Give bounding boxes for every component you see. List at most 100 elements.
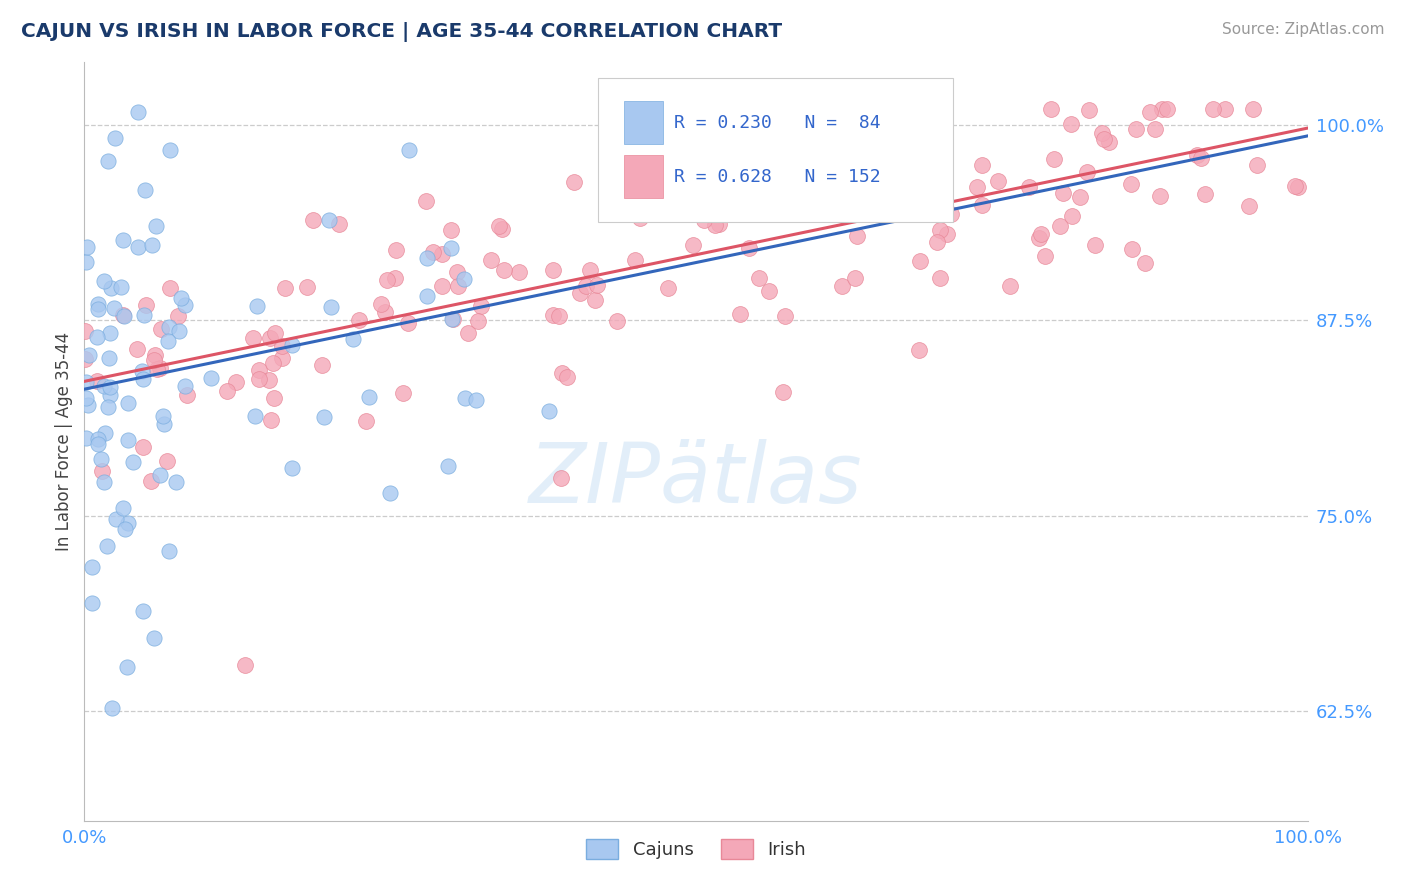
Text: R = 0.230   N =  84: R = 0.230 N = 84 bbox=[673, 114, 880, 132]
Point bbox=[143, 352, 166, 367]
Point bbox=[247, 372, 270, 386]
Point bbox=[1121, 243, 1143, 257]
Point bbox=[281, 460, 304, 475]
Point bbox=[1049, 219, 1071, 233]
Point bbox=[281, 338, 304, 352]
Point bbox=[173, 297, 195, 311]
Point bbox=[467, 314, 489, 328]
Point bbox=[863, 128, 886, 142]
Point bbox=[925, 185, 948, 199]
Point bbox=[657, 281, 679, 295]
Point bbox=[375, 273, 398, 287]
Point bbox=[1069, 190, 1091, 204]
Point bbox=[1156, 103, 1178, 117]
Point bbox=[844, 270, 866, 285]
Point bbox=[440, 223, 463, 237]
Point bbox=[804, 207, 827, 221]
Point bbox=[86, 375, 108, 389]
Point bbox=[93, 379, 115, 393]
Point bbox=[606, 313, 628, 327]
Point bbox=[1052, 186, 1074, 200]
Point bbox=[1092, 132, 1115, 146]
FancyBboxPatch shape bbox=[598, 78, 953, 221]
Point bbox=[176, 387, 198, 401]
Point bbox=[391, 386, 413, 401]
Point bbox=[143, 348, 166, 362]
Point bbox=[1284, 178, 1306, 193]
Point bbox=[1213, 103, 1236, 117]
Point bbox=[87, 437, 110, 451]
Point bbox=[98, 326, 121, 340]
Point bbox=[844, 191, 866, 205]
Point bbox=[636, 189, 658, 203]
Point bbox=[430, 247, 453, 261]
Point bbox=[174, 379, 197, 393]
FancyBboxPatch shape bbox=[624, 155, 664, 198]
Point bbox=[1237, 199, 1260, 213]
Point bbox=[76, 399, 98, 413]
Point bbox=[112, 233, 135, 247]
Point bbox=[447, 278, 470, 293]
Point bbox=[319, 300, 342, 314]
Point bbox=[142, 632, 165, 646]
Point bbox=[96, 539, 118, 553]
Point bbox=[86, 329, 108, 343]
Point bbox=[585, 277, 607, 292]
Point bbox=[132, 440, 155, 454]
Legend: Cajuns, Irish: Cajuns, Irish bbox=[578, 832, 814, 866]
Point bbox=[157, 544, 180, 558]
Point bbox=[271, 351, 294, 366]
Point bbox=[936, 227, 959, 242]
Text: ZIPätlas: ZIPätlas bbox=[529, 439, 863, 520]
Point bbox=[538, 403, 561, 417]
Point bbox=[271, 339, 294, 353]
Point bbox=[491, 221, 513, 235]
Point bbox=[562, 175, 585, 189]
Point bbox=[141, 238, 163, 252]
Point bbox=[1084, 238, 1107, 252]
Point bbox=[100, 281, 122, 295]
Point bbox=[132, 604, 155, 618]
Point bbox=[541, 262, 564, 277]
Point bbox=[262, 356, 284, 370]
Point bbox=[1139, 105, 1161, 120]
Point bbox=[464, 393, 486, 408]
Point bbox=[1125, 121, 1147, 136]
Point bbox=[75, 376, 97, 390]
Point bbox=[111, 308, 134, 322]
Point bbox=[117, 396, 139, 410]
Point bbox=[295, 279, 318, 293]
Point bbox=[928, 223, 950, 237]
Point bbox=[772, 385, 794, 400]
Point bbox=[1149, 189, 1171, 203]
Point bbox=[430, 279, 453, 293]
Point bbox=[557, 369, 579, 384]
Point bbox=[233, 658, 256, 673]
Point bbox=[441, 312, 464, 326]
Point bbox=[628, 211, 651, 226]
Point bbox=[987, 174, 1010, 188]
Point bbox=[494, 263, 516, 277]
Point bbox=[97, 154, 120, 169]
Point bbox=[145, 219, 167, 233]
Point bbox=[131, 364, 153, 378]
Point bbox=[73, 324, 96, 338]
Point bbox=[775, 309, 797, 323]
Point bbox=[121, 455, 143, 469]
Point bbox=[454, 391, 477, 405]
Point bbox=[90, 452, 112, 467]
Point bbox=[422, 245, 444, 260]
Point bbox=[260, 412, 283, 426]
Point bbox=[703, 219, 725, 233]
Point bbox=[550, 471, 572, 485]
Point bbox=[1098, 135, 1121, 149]
Point bbox=[623, 253, 645, 268]
Point bbox=[1144, 121, 1167, 136]
Point bbox=[728, 307, 751, 321]
FancyBboxPatch shape bbox=[624, 101, 664, 145]
Point bbox=[1039, 103, 1062, 117]
Point bbox=[97, 400, 120, 414]
Point bbox=[75, 431, 97, 445]
Point bbox=[149, 467, 172, 482]
Point bbox=[927, 235, 949, 249]
